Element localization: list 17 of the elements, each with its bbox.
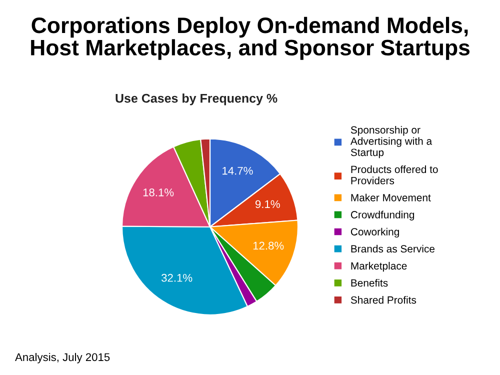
legend-label: Coworking <box>350 228 399 238</box>
legend-label: Marketplace <box>351 262 407 272</box>
legend-label: Benefits <box>351 278 388 287</box>
chart-title: Corporations Deploy On-demand Models, Host Marketplaces, and Sponsor Startups <box>31 16 470 60</box>
legend-label: Shared Profits <box>350 296 416 304</box>
data-label: 14.7% <box>222 166 253 175</box>
text: Analysis, July 2015 <box>15 352 110 364</box>
legend-label: Crowdfunding <box>350 210 414 220</box>
legend-label: Maker Movement <box>351 194 431 202</box>
legend-label: Brands as Service <box>351 244 435 253</box>
legend-label: Products offered to Providers <box>351 165 438 184</box>
data-label: 32.1% <box>162 274 192 282</box>
data-label: 9.1% <box>255 200 280 208</box>
data-label: 12.8% <box>253 242 284 250</box>
data-label: 18.1% <box>143 188 174 196</box>
chart-subtitle: Use Cases by Frequency % <box>116 94 278 106</box>
legend-label: Sponsorship or Advertising with a Startup <box>350 126 432 158</box>
